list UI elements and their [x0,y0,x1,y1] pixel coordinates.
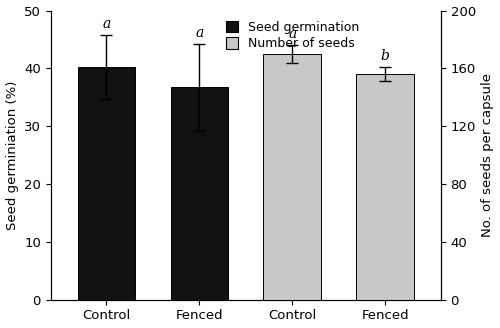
Text: a: a [102,17,110,31]
Bar [170,88,228,300]
Y-axis label: Seed germiniation (%): Seed germiniation (%) [6,80,18,230]
Bar [356,74,414,300]
Legend: Seed germination, Number of seeds: Seed germination, Number of seeds [222,17,363,54]
Y-axis label: No. of seeds per capsule: No. of seeds per capsule [482,73,494,237]
Bar [264,54,321,300]
Text: a: a [288,27,296,41]
Text: b: b [380,49,390,63]
Text: a: a [195,26,203,40]
Bar [78,67,135,300]
